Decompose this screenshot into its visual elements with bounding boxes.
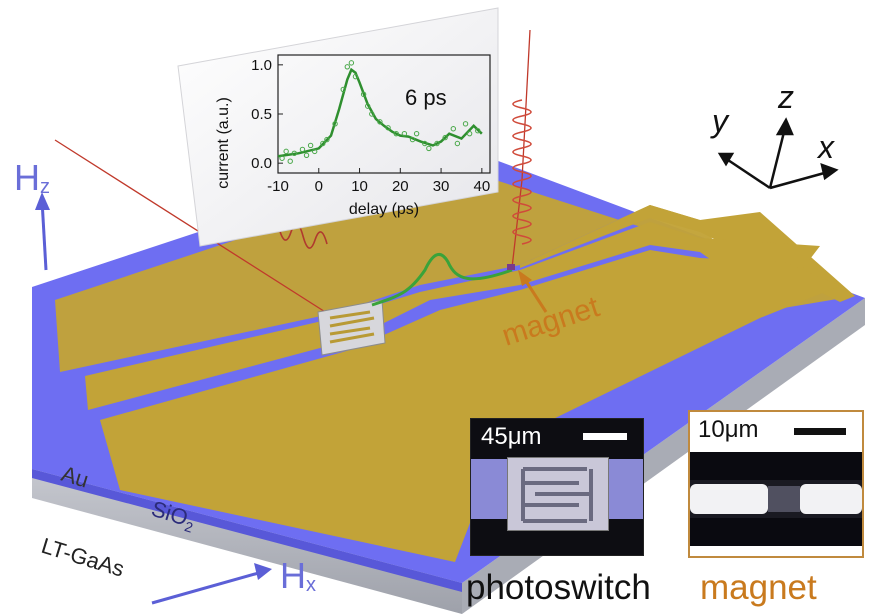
data-point [475,128,481,134]
data-point [426,145,432,152]
photoswitch-scalebar [583,433,627,440]
data-point [442,134,448,141]
data-point [283,148,289,155]
x-tick-label: 0 [315,178,323,195]
data-point [291,150,298,157]
data-point [324,136,330,143]
data-point [409,136,416,143]
magnet-arrow [522,277,548,313]
series-line [277,67,483,158]
electrode-bottom [100,250,840,562]
plot-panel: -10 0 10 20 30 40 0.0 0.5 1.0 6 ps current (a.u.… [177,7,499,247]
photoswitch-scalebar-label: 45μm [481,423,542,450]
layer-label-ltgaas: LT-GaAs [39,533,128,582]
data-point [454,140,461,147]
hz-sub: z [40,176,50,198]
data-point [401,130,408,137]
data-point [340,86,346,93]
hx-sub: x [306,574,316,596]
magnet-electrode-right [800,484,862,514]
magnet-on-chip [507,264,515,270]
magnet-dark-band-bottom [690,518,862,546]
data-point [413,130,420,137]
chart-ylabel: current (a.u.) [215,97,232,189]
y-tick-label: 0.0 [251,155,272,172]
data-point [348,60,355,66]
data-point [332,121,338,127]
magnet-caption: magnet [700,568,817,607]
data-point [377,119,383,125]
y-tick-label: 1.0 [251,57,272,74]
axis-label-x: x [816,129,835,165]
coordinate-axes [717,117,839,190]
magnet-element [768,486,800,512]
hx-arrow [151,570,263,605]
data-point [422,140,428,147]
magnet-electrode-left [690,484,768,514]
data-point [311,148,318,155]
data-point [320,140,326,147]
data-point [385,125,391,131]
hz-main: H [14,157,40,198]
axis-label-z: z [777,79,794,115]
data-point [462,121,469,127]
x-tick-label: 30 [433,178,450,195]
data-point [352,73,359,80]
magnet-arrow-head [518,270,532,286]
laser-pulse-right [512,99,532,245]
data-point [303,152,310,159]
data-point [364,103,371,109]
propagating-pulse [371,252,513,307]
data-point [279,155,285,161]
hx-arrow-head [254,563,272,580]
hx-main: H [280,555,306,596]
magnet-micrograph: 10μm [688,410,864,558]
hz-arrow-head [35,192,50,210]
chart-annotation: 6 ps [405,85,447,110]
data-point [344,64,351,70]
data-point [307,142,314,149]
chart-marks: -10 0 10 20 30 40 0.0 0.5 1.0 [251,57,490,195]
laser-beam-left [54,139,331,316]
magnet-scalebar [794,428,846,435]
sio2-edge-front [32,469,462,592]
data-point [393,130,399,137]
data-point [360,91,367,98]
data-point [287,158,293,164]
electrode-top-right [520,205,855,302]
data-point [450,126,457,132]
hz-label: Hz [14,157,50,198]
photoswitch-caption: photoswitch [466,568,651,607]
chart-xlabel: delay (ps) [349,201,419,218]
x-tick-label: -10 [267,178,289,195]
photoswitch-on-chip [317,299,386,356]
data-point [299,146,306,153]
x-tick-label: 10 [351,178,368,195]
data-point [466,130,473,137]
x-tick-label: 40 [474,178,491,195]
magnet-scalebar-label: 10μm [698,416,759,443]
axis-label-y: y [710,103,730,139]
hx-label: Hx [280,555,316,596]
hz-arrow [40,199,48,271]
y-tick-label: 0.5 [251,106,272,123]
data-point [369,111,375,117]
x-tick-label: 20 [392,178,409,195]
photoswitch-fingers [521,467,593,523]
magnet-dark-band-top [690,452,862,480]
data-point [434,140,440,147]
photoswitch-micrograph: 45μm [470,418,644,556]
